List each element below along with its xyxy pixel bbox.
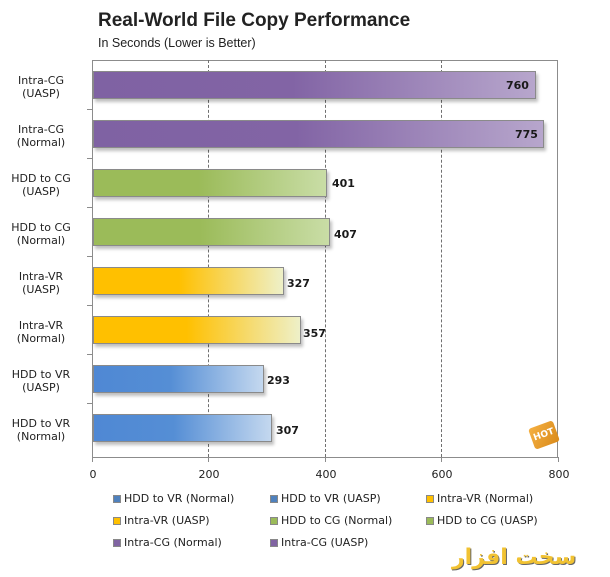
y-axis-line [92, 60, 93, 457]
label-line: (Normal) [16, 430, 66, 443]
x-tick-label: 0 [89, 468, 97, 481]
label-line: (UASP) [22, 283, 60, 296]
legend-label: Intra-VR (Normal) [437, 492, 534, 505]
legend-label: HDD to CG (UASP) [437, 514, 538, 527]
y-tick [87, 354, 92, 355]
value-label: 407 [334, 228, 357, 241]
x-tick-label: 400 [315, 468, 337, 481]
bar-intra-vr-uasp [93, 267, 284, 295]
legend-label: Intra-CG (Normal) [124, 536, 222, 549]
label-line: HDD to VR [11, 417, 71, 430]
y-tick [87, 207, 92, 208]
category-label-intra-vr-uasp: Intra-VR (UASP) [0, 270, 82, 296]
legend-swatch [113, 495, 121, 503]
legend-swatch [270, 517, 278, 525]
legend-label: HDD to VR (Normal) [124, 492, 235, 505]
legend-label: Intra-CG (UASP) [281, 536, 369, 549]
y-tick [87, 158, 92, 159]
bar-hdd-cg-normal [93, 218, 330, 246]
x-tick-400 [325, 457, 326, 462]
legend-item-hdd-vr-normal: HDD to VR (Normal) [113, 492, 234, 505]
x-tick-800 [558, 457, 559, 462]
bar-hdd-cg-uasp [93, 169, 327, 197]
bar-intra-vr-normal [93, 316, 301, 344]
value-label: 401 [332, 177, 355, 190]
x-tick-0 [92, 457, 93, 462]
gridline-200 [208, 60, 209, 457]
value-label: 327 [287, 277, 310, 290]
value-label: 307 [276, 424, 299, 437]
label-line: (Normal) [16, 136, 66, 149]
label-line: HDD to VR [11, 368, 71, 381]
label-line: (UASP) [22, 87, 60, 100]
chart-title: Real-World File Copy Performance [98, 10, 411, 31]
category-label-intra-cg-uasp: Intra-CG (UASP) [0, 74, 82, 100]
legend-swatch [426, 495, 434, 503]
gridline-400 [325, 60, 326, 457]
legend-swatch [426, 517, 434, 525]
label-line: HDD to CG [11, 221, 71, 234]
bar-hdd-vr-uasp [93, 365, 264, 393]
category-label-intra-cg-normal: Intra-CG (Normal) [0, 123, 82, 149]
label-line: (Normal) [16, 332, 66, 345]
value-label: 760 [506, 79, 529, 92]
category-label-intra-vr-normal: Intra-VR (Normal) [0, 319, 82, 345]
legend-swatch [113, 539, 121, 547]
label-line: Intra-VR [18, 270, 64, 283]
legend-item-hdd-cg-normal: HDD to CG (Normal) [270, 514, 392, 527]
y-tick [87, 403, 92, 404]
x-tick-label: 600 [431, 468, 453, 481]
x-tick-label: 800 [548, 468, 570, 481]
legend-item-hdd-cg-uasp: HDD to CG (UASP) [426, 514, 538, 527]
label-line: Intra-CG [18, 74, 64, 87]
value-label: 293 [267, 374, 290, 387]
bar-hdd-vr-normal [93, 414, 272, 442]
legend-swatch [113, 517, 121, 525]
value-label: 775 [515, 128, 538, 141]
label-line: HDD to CG [11, 172, 71, 185]
legend-item-intra-vr-normal: Intra-VR (Normal) [426, 492, 533, 505]
chart-subtitle: In Seconds (Lower is Better) [98, 36, 256, 50]
label-line: (UASP) [22, 185, 60, 198]
label-line: (Normal) [16, 234, 66, 247]
gridline-600 [441, 60, 442, 457]
watermark-logo: سخت افزار [452, 545, 577, 570]
bar-intra-cg-normal [93, 120, 544, 148]
legend-item-hdd-vr-uasp: HDD to VR (UASP) [270, 492, 381, 505]
value-label: 357 [303, 327, 326, 340]
legend-label: Intra-VR (UASP) [124, 514, 210, 527]
legend-label: HDD to CG (Normal) [281, 514, 393, 527]
legend-item-intra-cg-uasp: Intra-CG (UASP) [270, 536, 368, 549]
y-tick [87, 109, 92, 110]
x-tick-label: 200 [198, 468, 220, 481]
legend-item-intra-cg-normal: Intra-CG (Normal) [113, 536, 222, 549]
legend-swatch [270, 495, 278, 503]
legend-swatch [270, 539, 278, 547]
y-tick [87, 305, 92, 306]
legend-item-intra-vr-uasp: Intra-VR (UASP) [113, 514, 210, 527]
category-label-hdd-vr-uasp: HDD to VR (UASP) [0, 368, 82, 394]
x-tick-600 [441, 457, 442, 462]
category-label-hdd-cg-uasp: HDD to CG (UASP) [0, 172, 82, 198]
x-tick-200 [208, 457, 209, 462]
label-line: Intra-CG [18, 123, 64, 136]
label-line: Intra-VR [18, 319, 64, 332]
legend-label: HDD to VR (UASP) [281, 492, 381, 505]
y-tick [87, 256, 92, 257]
category-label-hdd-cg-normal: HDD to CG (Normal) [0, 221, 82, 247]
label-line: (UASP) [22, 381, 60, 394]
bar-intra-cg-uasp [93, 71, 536, 99]
category-label-hdd-vr-normal: HDD to VR (Normal) [0, 417, 82, 443]
